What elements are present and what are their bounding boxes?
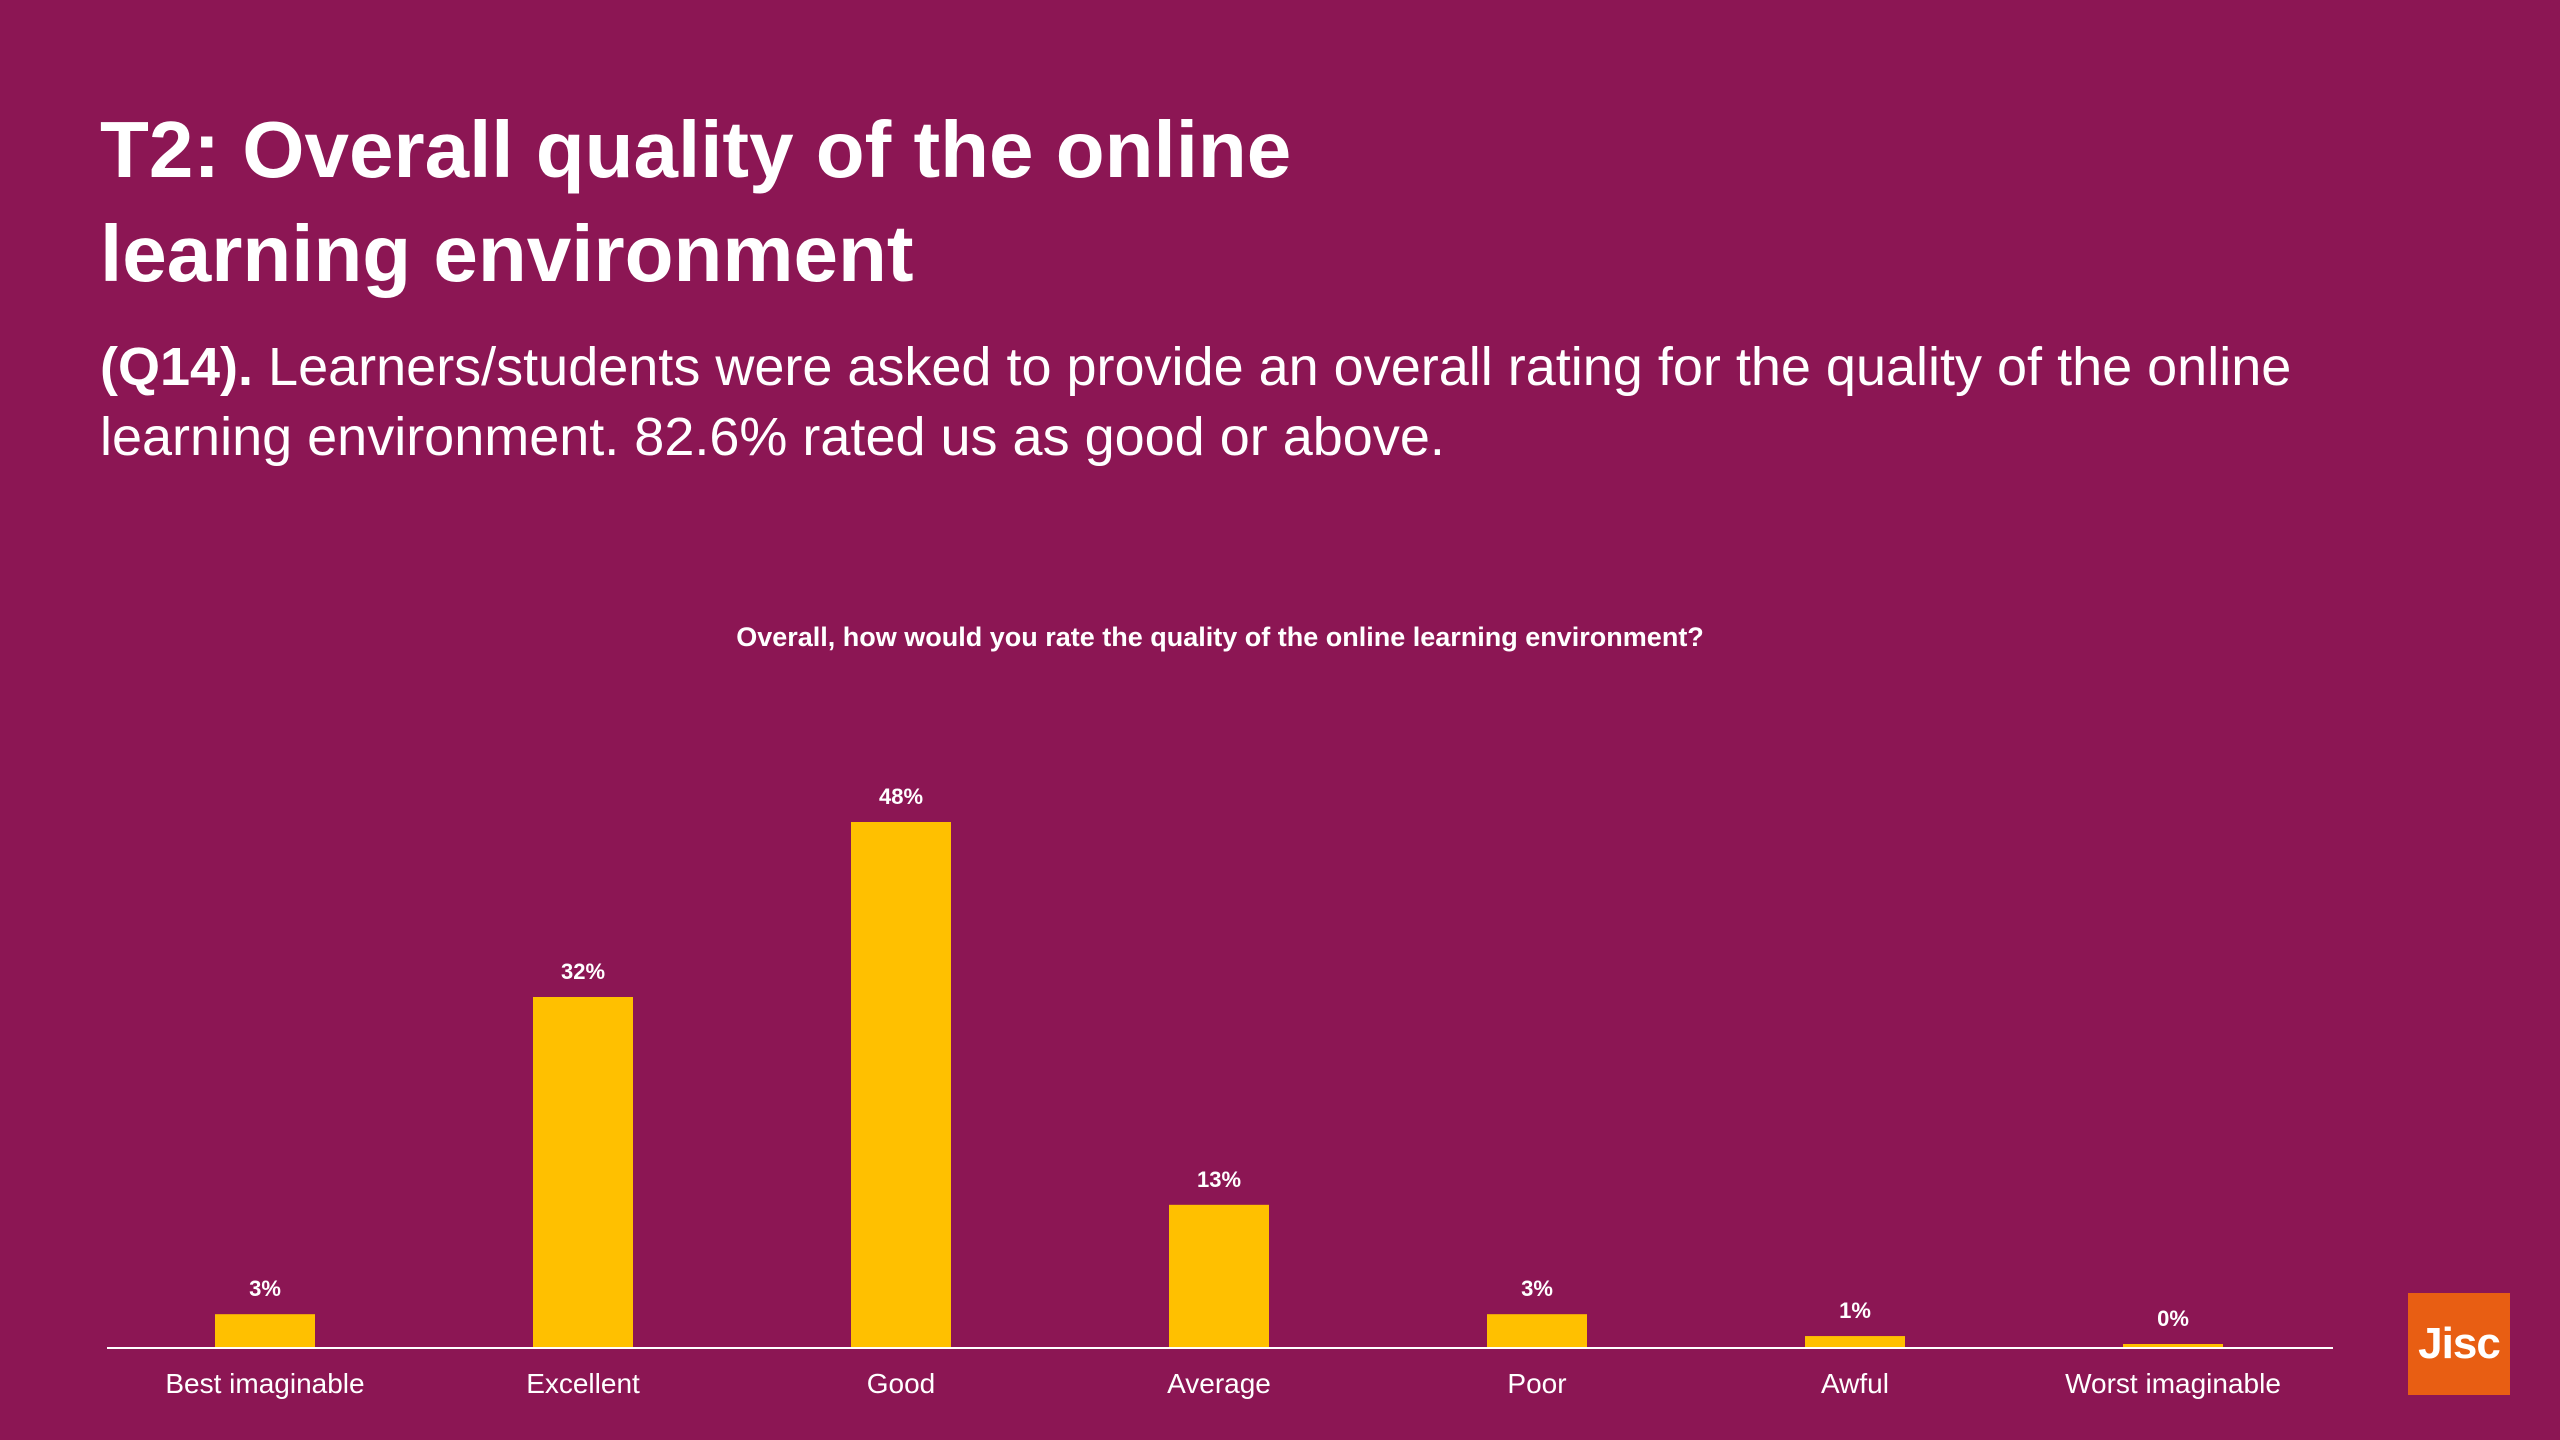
- category-label: Poor: [1507, 1368, 1566, 1399]
- category-label: Good: [867, 1368, 936, 1399]
- bar-value-label: 13%: [1197, 1167, 1241, 1192]
- bar-value-label: 0%: [2157, 1306, 2189, 1331]
- bar: [533, 997, 633, 1347]
- subtitle-description: Learners/students were asked to provide …: [100, 337, 2292, 467]
- bar-value-label: 48%: [879, 784, 923, 809]
- bar-value-label: 32%: [561, 959, 605, 984]
- category-label: Excellent: [526, 1368, 640, 1399]
- bar-value-label: 1%: [1839, 1298, 1871, 1323]
- bars-group: 3% Best imaginable 32% Excellent 48% Good 13% A…: [165, 784, 2281, 1399]
- bar-value-label: 3%: [1521, 1276, 1553, 1301]
- bar-value-label: 3%: [249, 1276, 281, 1301]
- category-label: Worst imaginable: [2065, 1368, 2281, 1399]
- category-label: Best imaginable: [165, 1368, 364, 1399]
- slide-subtitle: (Q14). Learners/students were asked to p…: [100, 332, 2480, 472]
- bar: [1169, 1204, 1269, 1347]
- bar: [1487, 1314, 1587, 1347]
- category-label: Awful: [1821, 1368, 1889, 1399]
- subtitle-question-ref: (Q14).: [100, 337, 254, 397]
- jisc-logo: Jisc: [2408, 1293, 2510, 1395]
- slide-title-line-2: learning environment: [100, 209, 914, 298]
- chart-title: Overall, how would you rate the quality …: [736, 622, 1704, 652]
- slide-title-line-1: T2: Overall quality of the online: [100, 105, 1292, 194]
- slide-title: T2: Overall quality of the online learni…: [100, 98, 2000, 306]
- bar: [2123, 1344, 2223, 1347]
- bar: [851, 822, 951, 1347]
- category-label: Average: [1167, 1368, 1271, 1399]
- bar: [215, 1314, 315, 1347]
- jisc-logo-text: Jisc: [2418, 1319, 2501, 1368]
- bar: [1805, 1336, 1905, 1347]
